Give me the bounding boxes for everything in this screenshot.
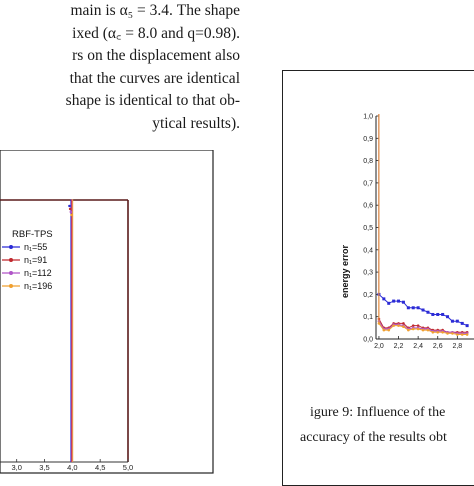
x-tick-label: 2,4 bbox=[413, 343, 423, 350]
series-point bbox=[392, 324, 395, 327]
legend-label: n₁=112 bbox=[24, 268, 52, 278]
legend-title: RBF-TPS bbox=[12, 229, 53, 240]
series-point bbox=[402, 325, 405, 329]
series-point bbox=[446, 315, 450, 319]
y-tick-label: 0,5 bbox=[363, 225, 373, 232]
left-plot-area bbox=[0, 199, 129, 463]
series-point bbox=[402, 322, 405, 325]
series-point bbox=[465, 333, 469, 336]
body-paragraph: main is α₅ = 3.4. The shape ixed (α꜀ = 8… bbox=[0, 0, 240, 135]
y-tick-label: 0,1 bbox=[363, 314, 373, 321]
body-line: rs on the displacement also bbox=[72, 47, 240, 64]
y-tick-label: 0,9 bbox=[363, 136, 373, 143]
series-point bbox=[411, 324, 415, 327]
series-point bbox=[416, 324, 420, 327]
legend-label: n₁=196 bbox=[24, 281, 52, 291]
y-tick-label: 0,7 bbox=[363, 180, 373, 187]
x-tick-label: 2,0 bbox=[374, 343, 384, 350]
series-point bbox=[406, 306, 410, 310]
series-point bbox=[411, 306, 415, 310]
body-line: shape is identical to that ob- bbox=[65, 92, 240, 109]
y-axis-label: energy error bbox=[340, 244, 350, 298]
series-line bbox=[378, 114, 468, 334]
legend: n₁=55 n₁=91 n₁=112 n₁=196 bbox=[2, 242, 52, 291]
x-tick-label: 4,5 bbox=[95, 463, 105, 472]
series-point bbox=[465, 324, 469, 328]
y-tick-label: 0,2 bbox=[363, 292, 373, 299]
right-figure: energy error 0,0 0,1 0,2 0,3 0,4 0,5 0,6 0,7 0,8… bbox=[340, 114, 474, 350]
series-point bbox=[392, 299, 396, 303]
series-line bbox=[378, 114, 468, 333]
series-point bbox=[431, 312, 435, 316]
series-point bbox=[441, 331, 444, 334]
legend-marker bbox=[9, 245, 13, 249]
figure-caption-line: igure 9: Influence of the bbox=[310, 405, 446, 420]
series-point bbox=[416, 306, 420, 310]
y-tick-label: 1,0 bbox=[363, 114, 373, 121]
series-point bbox=[401, 300, 405, 304]
series-point bbox=[456, 333, 459, 336]
series-point bbox=[397, 299, 401, 303]
series-point bbox=[387, 328, 391, 332]
y-tick-label: 0,6 bbox=[363, 203, 373, 210]
x-tick-labels: 3,0 3,5 4,0 4,5 5,0 bbox=[11, 463, 133, 472]
body-line: that the curves are identical bbox=[69, 69, 240, 87]
legend-marker bbox=[9, 258, 13, 262]
series-point bbox=[421, 328, 425, 332]
series-point bbox=[446, 332, 449, 335]
left-figure: RBF-TPS n₁=55 n₁=91 n₁=112 n₁=196 3,0 3,5 4,0… bbox=[0, 150, 214, 474]
series-point bbox=[455, 319, 459, 323]
series-point bbox=[377, 322, 381, 325]
series-point bbox=[436, 312, 440, 316]
figure-caption-line: accuracy of the results obt bbox=[300, 430, 447, 445]
y-tick-label: 0,8 bbox=[363, 158, 373, 165]
series-point bbox=[436, 331, 440, 334]
series-point bbox=[387, 301, 391, 305]
x-tick-label: 2,2 bbox=[394, 343, 404, 350]
series-point bbox=[431, 331, 435, 334]
series-point bbox=[460, 321, 464, 325]
legend-label: n₁=55 bbox=[24, 242, 47, 252]
right-plot-area bbox=[375, 114, 474, 340]
x-tick-label: 2,8 bbox=[452, 343, 462, 350]
series-point bbox=[441, 312, 445, 316]
series-line bbox=[72, 199, 74, 462]
left-figure-frame bbox=[0, 150, 214, 474]
body-line: ixed (α꜀ = 8.0 and q=0.98). bbox=[72, 24, 240, 42]
series-line bbox=[378, 114, 468, 327]
body-line: ytical results). bbox=[152, 114, 240, 132]
y-tick-label: 0,0 bbox=[363, 337, 373, 344]
series-point bbox=[450, 319, 454, 323]
legend-label: n₁=91 bbox=[24, 255, 47, 265]
x-tick-label: 4,0 bbox=[67, 463, 77, 472]
body-line: main is α₅ = 3.4. The shape bbox=[70, 2, 241, 19]
series-point bbox=[69, 210, 72, 214]
y-tick-labels: 0,0 0,1 0,2 0,3 0,4 0,5 0,6 0,7 0,8 0,9 1,0 bbox=[363, 114, 373, 344]
x-tick-label: 5,0 bbox=[123, 463, 133, 472]
series-point bbox=[407, 328, 410, 332]
series-point bbox=[68, 204, 71, 208]
y-tick-label: 0,3 bbox=[363, 270, 373, 277]
series-point bbox=[426, 328, 430, 332]
legend-marker bbox=[9, 284, 13, 288]
x-tick-label: 3,0 bbox=[11, 463, 21, 472]
series-point bbox=[382, 297, 386, 301]
x-tick-label: 2,6 bbox=[433, 343, 443, 350]
series-point bbox=[416, 327, 420, 331]
series-point bbox=[70, 213, 73, 217]
series-point bbox=[451, 332, 454, 335]
series-point bbox=[460, 333, 464, 336]
legend-marker bbox=[9, 271, 13, 275]
series-point bbox=[421, 308, 425, 312]
series-point bbox=[382, 328, 386, 332]
series-point bbox=[426, 310, 430, 314]
y-tick-label: 0,4 bbox=[363, 247, 373, 254]
series-point bbox=[411, 327, 415, 331]
x-tick-labels: 2,0 2,2 2,4 2,6 2,8 bbox=[374, 343, 462, 350]
series-point bbox=[68, 207, 72, 211]
series-point bbox=[397, 324, 400, 327]
x-tick-label: 3,5 bbox=[39, 463, 49, 472]
